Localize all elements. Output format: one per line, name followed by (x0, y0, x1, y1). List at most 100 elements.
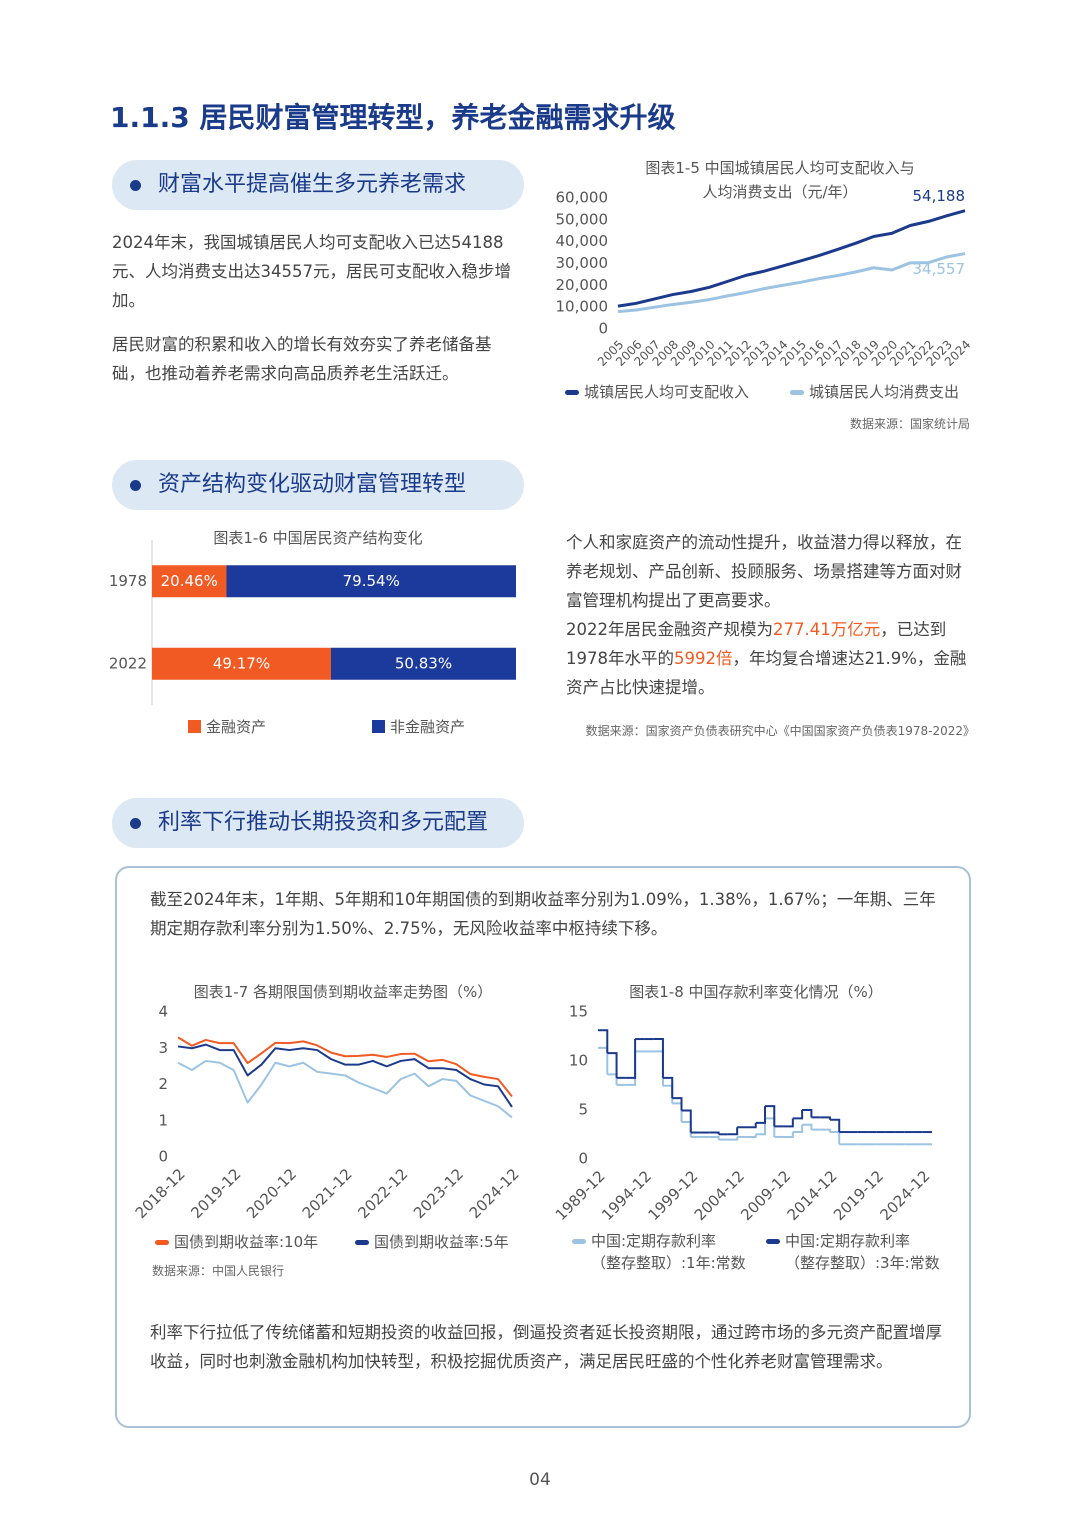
step-segment (662, 1076, 674, 1099)
section-title: 利率下行推动长期投资和多元配置 (112, 798, 524, 848)
value-label: 34,557 (913, 260, 966, 278)
value-label: 54,188 (913, 187, 966, 205)
y-tick-label: 30,000 (556, 254, 609, 272)
x-tick-label: 2021-12 (299, 1165, 356, 1222)
legend-swatch (372, 720, 385, 733)
y-tick-label: 40,000 (556, 232, 609, 250)
x-tick-label: 2022-12 (354, 1165, 411, 1222)
step-segment (598, 1046, 609, 1075)
bar-segment (152, 565, 227, 598)
value-label: 79.54% (343, 572, 400, 590)
paragraph: 2024年末，我国城镇居民人均可支配收入已达54188元、人均消费支出达3455… (112, 233, 511, 310)
step-segment (727, 1127, 739, 1136)
step-segment (672, 1102, 683, 1122)
highlight: 277.41万亿元 (773, 620, 881, 639)
text: 2022年居民金融资产规模为 (566, 620, 773, 639)
step-segment (662, 1084, 674, 1104)
paragraph: 居民财富的积累和收入的增长有效夯实了养老储备基础，也推动着养老需求向高品质养老生… (112, 335, 492, 383)
legend-swatch (188, 720, 201, 733)
legend-label: 国债到期收益率:5年 (374, 1233, 509, 1251)
source: 数据来源：国家资产负债表研究中心《中国国家资产负债表1978-2022》 (585, 724, 975, 738)
legend-label: 国债到期收益率:10年 (174, 1233, 319, 1251)
bar-segment (226, 565, 516, 598)
legend-label: 城镇居民人均可支配收入 (584, 383, 750, 401)
y-tick-label: 20,000 (556, 276, 609, 294)
y-tick-label: 10,000 (556, 298, 609, 316)
step-segment (709, 1135, 720, 1140)
paragraph: 个人和家庭资产的流动性提升，收益潜力得以释放，在养老规划、产品创新、投顾服务、场… (566, 533, 962, 610)
rate-box (115, 866, 971, 1428)
step-segment (783, 1118, 794, 1128)
x-tick-label: 2023-12 (410, 1165, 467, 1222)
bullet (130, 818, 141, 829)
step-segment (709, 1131, 720, 1135)
paragraph: 2022年居民金融资产规模为277.41万亿元，已达到1978年水平的5992倍… (566, 615, 976, 702)
source: 数据来源：中国人民银行 (152, 1264, 285, 1278)
source: 数据来源：国家统计局 (849, 417, 970, 431)
legend-entry: 国债到期收益率:10年 (155, 1231, 318, 1252)
category-label: 1978 (109, 572, 147, 590)
heading: 1.1.3 居民财富管理转型，养老金融需求升级 (110, 101, 676, 134)
bar-segment (152, 647, 331, 680)
line (617, 209, 966, 308)
value-label: 50.83% (395, 654, 452, 672)
y-tick-label: 1 (158, 1111, 168, 1129)
legend-label: 中国:定期存款利率（整存整取）:3年:常数 (785, 1232, 940, 1272)
value-label: 49.17% (213, 654, 270, 672)
legend-label: 中国:定期存款利率（整存整取）:1年:常数 (591, 1232, 746, 1272)
legend-entry: 金融资产 (188, 716, 266, 737)
x-tick-label: 2009-12 (737, 1167, 794, 1224)
x-tick-label: 2004-12 (691, 1167, 748, 1224)
y-tick-label: 50,000 (556, 210, 609, 228)
legend-swatch (766, 1239, 780, 1244)
legend-swatch (565, 390, 579, 395)
line (177, 1043, 513, 1108)
legend-entry: 中国:定期存款利率（整存整取）:3年:常数 (766, 1230, 945, 1274)
step-segment (802, 1109, 813, 1118)
x-tick-label: 2018-12 (132, 1165, 189, 1222)
step-segment (820, 1116, 831, 1120)
page-number: 04 (529, 1470, 551, 1490)
step-segment (792, 1124, 804, 1134)
legend-label: 城镇居民人均消费支出 (809, 383, 960, 401)
section-title-text: 财富水平提高催生多元养老需求 (158, 172, 467, 197)
section-title-text: 资产结构变化驱动财富管理转型 (158, 472, 467, 497)
y-tick-label: 0 (578, 1150, 588, 1168)
bullet (130, 180, 141, 191)
text: ，已达到1978年水平的 (566, 620, 947, 668)
legend-entry: 城镇居民人均消费支出 (790, 381, 959, 402)
step-segment (755, 1118, 766, 1136)
line (177, 1059, 513, 1119)
bar-segment (330, 647, 516, 680)
step-segment (802, 1123, 813, 1130)
legend-entry: 国债到期收益率:5年 (355, 1231, 509, 1252)
step-segment (625, 1039, 637, 1079)
y-tick-label: 5 (578, 1101, 588, 1119)
step-segment (607, 1052, 618, 1078)
chart-title: 图表1-6 中国居民资产结构变化 (213, 529, 423, 547)
step-segment (681, 1120, 692, 1137)
highlight: 5992倍 (674, 649, 733, 668)
chart-title: 图表1-7 各期限国债到期收益率走势图（%） (193, 983, 493, 1001)
step-segment (653, 1050, 664, 1086)
y-tick-label: 15 (569, 1003, 588, 1021)
step-segment (783, 1132, 794, 1138)
step-segment (672, 1097, 683, 1111)
step-segment (792, 1110, 804, 1120)
legend-swatch (572, 1239, 586, 1244)
step-segment (607, 1073, 618, 1085)
step-segment (765, 1105, 776, 1127)
y-tick-label: 2 (158, 1075, 168, 1093)
x-tick-label: 2019-12 (830, 1167, 887, 1224)
bullet (130, 480, 141, 491)
x-tick-label: 2024-12 (876, 1167, 933, 1224)
line (617, 252, 966, 314)
x-tick-label: 2014-12 (784, 1167, 841, 1224)
y-tick-label: 60,000 (556, 189, 609, 207)
y-tick-label: 10 (569, 1052, 588, 1070)
x-tick-label: 2020-12 (243, 1165, 300, 1222)
legend-label: 金融资产 (206, 718, 267, 736)
value-label: 20.46% (161, 572, 218, 590)
